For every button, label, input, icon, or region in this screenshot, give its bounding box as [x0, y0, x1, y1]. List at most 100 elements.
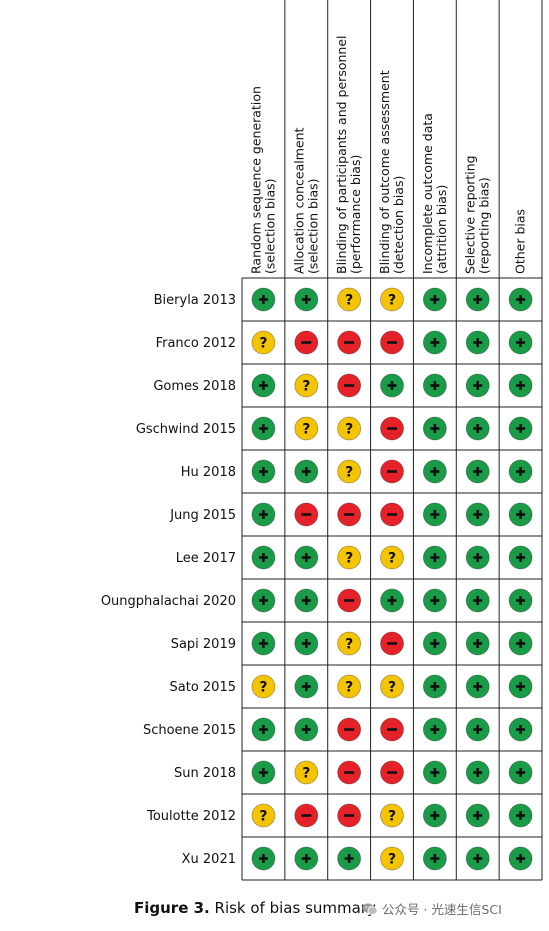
rating-low: [465, 760, 490, 785]
row-label: Gschwind 2015: [136, 422, 236, 437]
plus-v: [262, 639, 265, 648]
rating-low: [508, 502, 533, 527]
plus-v: [304, 639, 308, 648]
minus-bar: [344, 341, 355, 344]
plus-v: [304, 854, 308, 863]
rating-high: [337, 760, 362, 785]
question-symbol: ?: [388, 293, 396, 309]
column-label-line: Blinding of outcome assessment: [377, 70, 392, 274]
plus-v: [304, 553, 308, 562]
row-label: Franco 2012: [156, 336, 236, 351]
rating-low: [465, 631, 490, 656]
rating-high: [294, 502, 319, 527]
rating-low: [422, 545, 447, 570]
rating-low: [422, 717, 447, 742]
plus-v: [476, 381, 480, 390]
minus-bar: [344, 599, 355, 602]
rating-unclear: ?: [337, 416, 362, 441]
plus-v: [390, 596, 394, 605]
minus-bar: [387, 728, 397, 731]
minus-bar: [301, 513, 312, 516]
rating-high: [337, 588, 362, 613]
row-label: Gomes 2018: [153, 379, 236, 394]
column-label-line: Other bias: [513, 209, 528, 274]
rating-low: [294, 459, 319, 484]
rating-low: [465, 373, 490, 398]
minus-bar: [387, 642, 397, 645]
rating-low: [465, 330, 490, 355]
column-label: Random sequence generation(selection bia…: [248, 86, 277, 274]
column-label: Allocation concealment(selection bias): [291, 127, 320, 274]
plus-v: [476, 854, 480, 863]
minus-bar: [301, 814, 312, 817]
rating-low: [380, 373, 404, 398]
rating-circle: [380, 674, 404, 699]
rating-high: [337, 502, 362, 527]
rating-low: [508, 545, 533, 570]
row-label: Schoene 2015: [143, 723, 236, 738]
question-symbol: ?: [345, 465, 353, 481]
question-symbol: ?: [388, 809, 396, 825]
rating-high: [380, 631, 404, 656]
rating-unclear: ?: [380, 846, 404, 871]
plus-v: [476, 295, 480, 304]
rating-low: [465, 416, 490, 441]
plus-v: [262, 510, 265, 519]
column-label: Other bias: [513, 209, 528, 274]
rating-low: [337, 846, 362, 871]
column-label-line: (attrition bias): [434, 185, 449, 274]
rating-high: [337, 803, 362, 828]
plus-v: [433, 768, 437, 777]
column-labels: Random sequence generation(selection bia…: [248, 36, 527, 274]
row-label: Toulotte 2012: [146, 809, 236, 824]
plus-v: [262, 295, 265, 304]
watermark-text: 公众号 · 光速生信SCI: [382, 902, 502, 917]
rating-low: [422, 588, 447, 613]
row-label: Sato 2015: [170, 680, 237, 695]
rating-high: [380, 717, 404, 742]
plus-v: [433, 811, 437, 820]
question-symbol: ?: [302, 766, 310, 782]
rating-low: [251, 416, 276, 441]
watermark: 公众号 · 光速生信SCI: [362, 899, 502, 918]
row-labels: Bieryla 2013 Franco 2012 Gomes 2018 Gschwin…: [101, 293, 236, 867]
rating-low: [294, 631, 319, 656]
column-label: Blinding of outcome assessment(detection…: [377, 70, 406, 274]
plus-v: [519, 725, 522, 734]
minus-bar: [344, 814, 355, 817]
rating-unclear: ?: [380, 287, 404, 312]
rating-high: [380, 760, 404, 785]
plus-v: [519, 338, 522, 347]
plus-v: [476, 553, 480, 562]
rating-circle: [251, 803, 276, 828]
rating-low: [251, 373, 276, 398]
column-label-line: (performance bias): [348, 155, 363, 274]
column-label-line: Allocation concealment: [291, 127, 306, 274]
plus-v: [262, 424, 265, 433]
rating-low: [422, 287, 447, 312]
rating-low: [294, 846, 319, 871]
question-symbol: ?: [388, 680, 396, 696]
rating-low: [465, 803, 490, 828]
row-label: Bieryla 2013: [154, 293, 236, 308]
plus-v: [433, 295, 437, 304]
rating-unclear: ?: [294, 760, 319, 785]
risk-of-bias-chart: Random sequence generation(selection bia…: [101, 0, 543, 881]
rating-low: [508, 674, 533, 699]
plus-v: [519, 639, 522, 648]
rating-circle: [251, 674, 276, 699]
plus-v: [519, 811, 522, 820]
rating-low: [508, 416, 533, 441]
rating-circle: [337, 459, 362, 484]
rating-circle: [380, 287, 404, 312]
rating-low: [251, 459, 276, 484]
plus-v: [433, 682, 437, 691]
rating-unclear: ?: [294, 416, 319, 441]
rating-low: [465, 717, 490, 742]
rating-circle: [380, 803, 404, 828]
rating-unclear: ?: [337, 459, 362, 484]
rating-circle: [251, 330, 276, 355]
rating-low: [422, 674, 447, 699]
column-label: Selective reporting(reporting bias): [463, 155, 492, 274]
plus-v: [262, 596, 265, 605]
